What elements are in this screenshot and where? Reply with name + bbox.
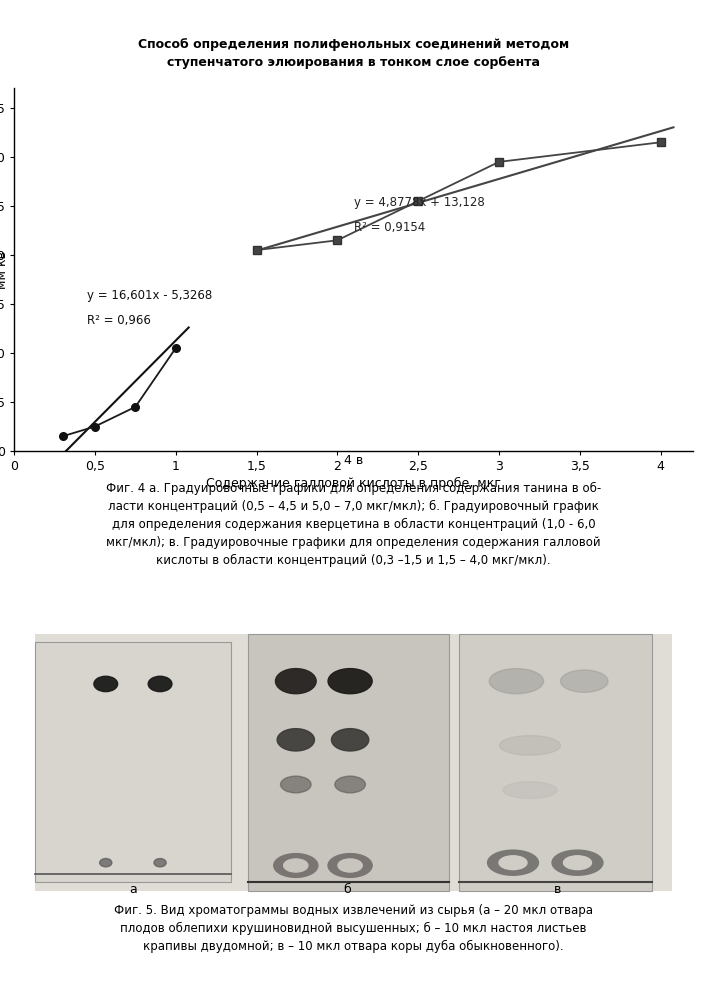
Text: Фиг. 5. Вид хроматограммы водных извлечений из сырья (а – 20 мкл отвара
плодов о: Фиг. 5. Вид хроматограммы водных извлече… <box>114 904 593 953</box>
Ellipse shape <box>499 856 527 870</box>
Ellipse shape <box>94 676 117 692</box>
Ellipse shape <box>563 856 592 870</box>
Text: R² = 0,9154: R² = 0,9154 <box>354 221 425 233</box>
Ellipse shape <box>284 859 308 872</box>
FancyBboxPatch shape <box>35 642 231 882</box>
Text: Способ определения полифенольных соединений методом
ступенчатого элюирования в т: Способ определения полифенольных соедине… <box>138 38 569 69</box>
Y-axis label: Площадь
хроматографической зоны,
мм кв: Площадь хроматографической зоны, мм кв <box>0 179 8 361</box>
Ellipse shape <box>488 850 539 875</box>
FancyBboxPatch shape <box>248 634 448 891</box>
Text: а: а <box>129 883 136 896</box>
Ellipse shape <box>148 676 172 692</box>
Text: R² = 0,966: R² = 0,966 <box>87 314 151 327</box>
Ellipse shape <box>503 782 557 798</box>
Ellipse shape <box>328 669 372 694</box>
Text: б: б <box>343 883 351 896</box>
FancyBboxPatch shape <box>35 634 672 891</box>
Ellipse shape <box>100 859 112 867</box>
Ellipse shape <box>338 859 362 872</box>
Ellipse shape <box>277 729 315 751</box>
Ellipse shape <box>335 776 366 793</box>
Ellipse shape <box>561 670 608 692</box>
X-axis label: Содержание галловой кислоты в пробе, мкг: Содержание галловой кислоты в пробе, мкг <box>206 477 501 490</box>
Ellipse shape <box>499 736 561 755</box>
Ellipse shape <box>281 776 311 793</box>
Ellipse shape <box>328 854 372 877</box>
Text: y = 16,601x - 5,3268: y = 16,601x - 5,3268 <box>87 289 212 302</box>
Ellipse shape <box>276 669 316 694</box>
Ellipse shape <box>552 850 603 875</box>
Ellipse shape <box>332 729 369 751</box>
FancyBboxPatch shape <box>459 634 652 891</box>
Text: y = 4,8778x + 13,128: y = 4,8778x + 13,128 <box>354 196 484 209</box>
Text: в: в <box>554 883 561 896</box>
Ellipse shape <box>154 859 166 867</box>
Ellipse shape <box>489 669 544 694</box>
Text: 4 в: 4 в <box>344 454 363 467</box>
Text: Фиг. 4 а. Градуировочные графики для определения содержания танина в об-
ласти к: Фиг. 4 а. Градуировочные графики для опр… <box>106 482 601 567</box>
Ellipse shape <box>274 854 318 877</box>
